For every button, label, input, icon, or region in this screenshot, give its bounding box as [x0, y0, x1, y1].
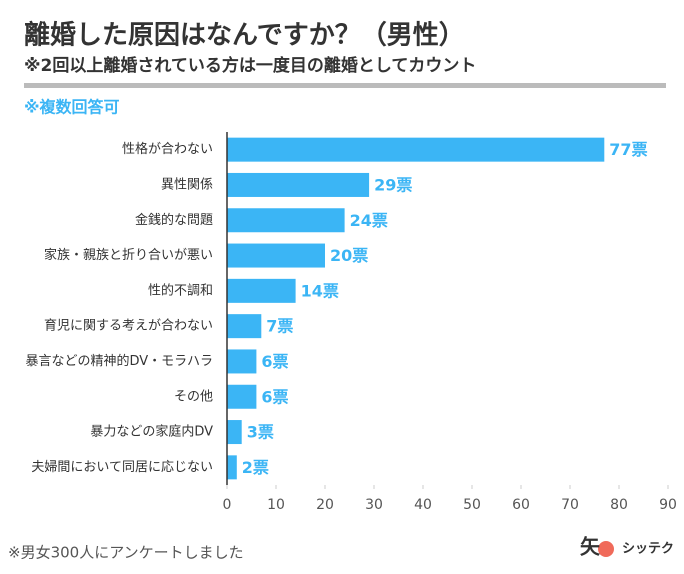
x-tick-label: 80 [610, 497, 628, 513]
x-tick-label: 10 [267, 497, 285, 513]
bar [227, 349, 257, 374]
y-tick-label: 家族・親族と折り合いが悪い [44, 247, 213, 263]
x-tick-label: 30 [365, 497, 383, 513]
logo-icon [598, 541, 614, 557]
bar [227, 384, 257, 409]
note: ※複数回答可 [24, 98, 120, 117]
y-tick-label: 性的不調和 [148, 282, 213, 298]
chart-subtitle: ※2回以上離婚されている方は一度目の離婚としてカウント [24, 55, 476, 76]
value-label: 6票 [261, 387, 288, 406]
x-tick-label: 70 [561, 497, 579, 513]
y-tick-label: 暴力などの家庭内DV [90, 424, 213, 440]
y-tick-label: 異性関係 [161, 177, 213, 192]
y-tick-label: 金銭的な問題 [135, 212, 213, 228]
footnote: ※男女300人にアンケートしました [8, 544, 244, 562]
chart-title: 離婚した原因はなんですか？（男性） [24, 20, 465, 51]
bar [227, 208, 345, 233]
value-label: 6票 [261, 352, 288, 371]
value-label: 24票 [350, 211, 388, 230]
x-tick-label: 60 [512, 497, 530, 513]
value-label: 20票 [330, 246, 368, 265]
bar [227, 243, 325, 268]
bar [227, 172, 370, 197]
bar [227, 314, 262, 339]
value-label: 3票 [247, 423, 274, 442]
bar [227, 278, 296, 303]
value-label: 29票 [374, 175, 412, 194]
y-tick-label: 性格が合わない [122, 141, 213, 157]
y-tick-label: 育児に関する考えが合わない [44, 318, 213, 334]
value-label: 14票 [301, 281, 339, 300]
title-rule [24, 83, 666, 88]
value-label: 77票 [609, 140, 647, 159]
bar [227, 137, 605, 162]
y-tick-label: 夫婦間において同居に応じない [31, 459, 213, 475]
y-tick-label: 暴言などの精神的DV・モラハラ [25, 353, 213, 369]
value-label: 7票 [266, 317, 293, 336]
bar [227, 455, 237, 480]
x-tick-label: 20 [316, 497, 334, 513]
y-tick-label: その他 [174, 389, 213, 404]
logo-mark: 矢 [580, 535, 601, 559]
logo-name: シッテク [622, 542, 674, 557]
value-label: 2票 [242, 458, 269, 477]
x-tick-label: 90 [659, 497, 677, 513]
x-tick-label: 0 [223, 497, 232, 513]
bar [227, 420, 242, 445]
x-tick-label: 40 [414, 497, 432, 513]
x-tick-label: 50 [463, 497, 481, 513]
